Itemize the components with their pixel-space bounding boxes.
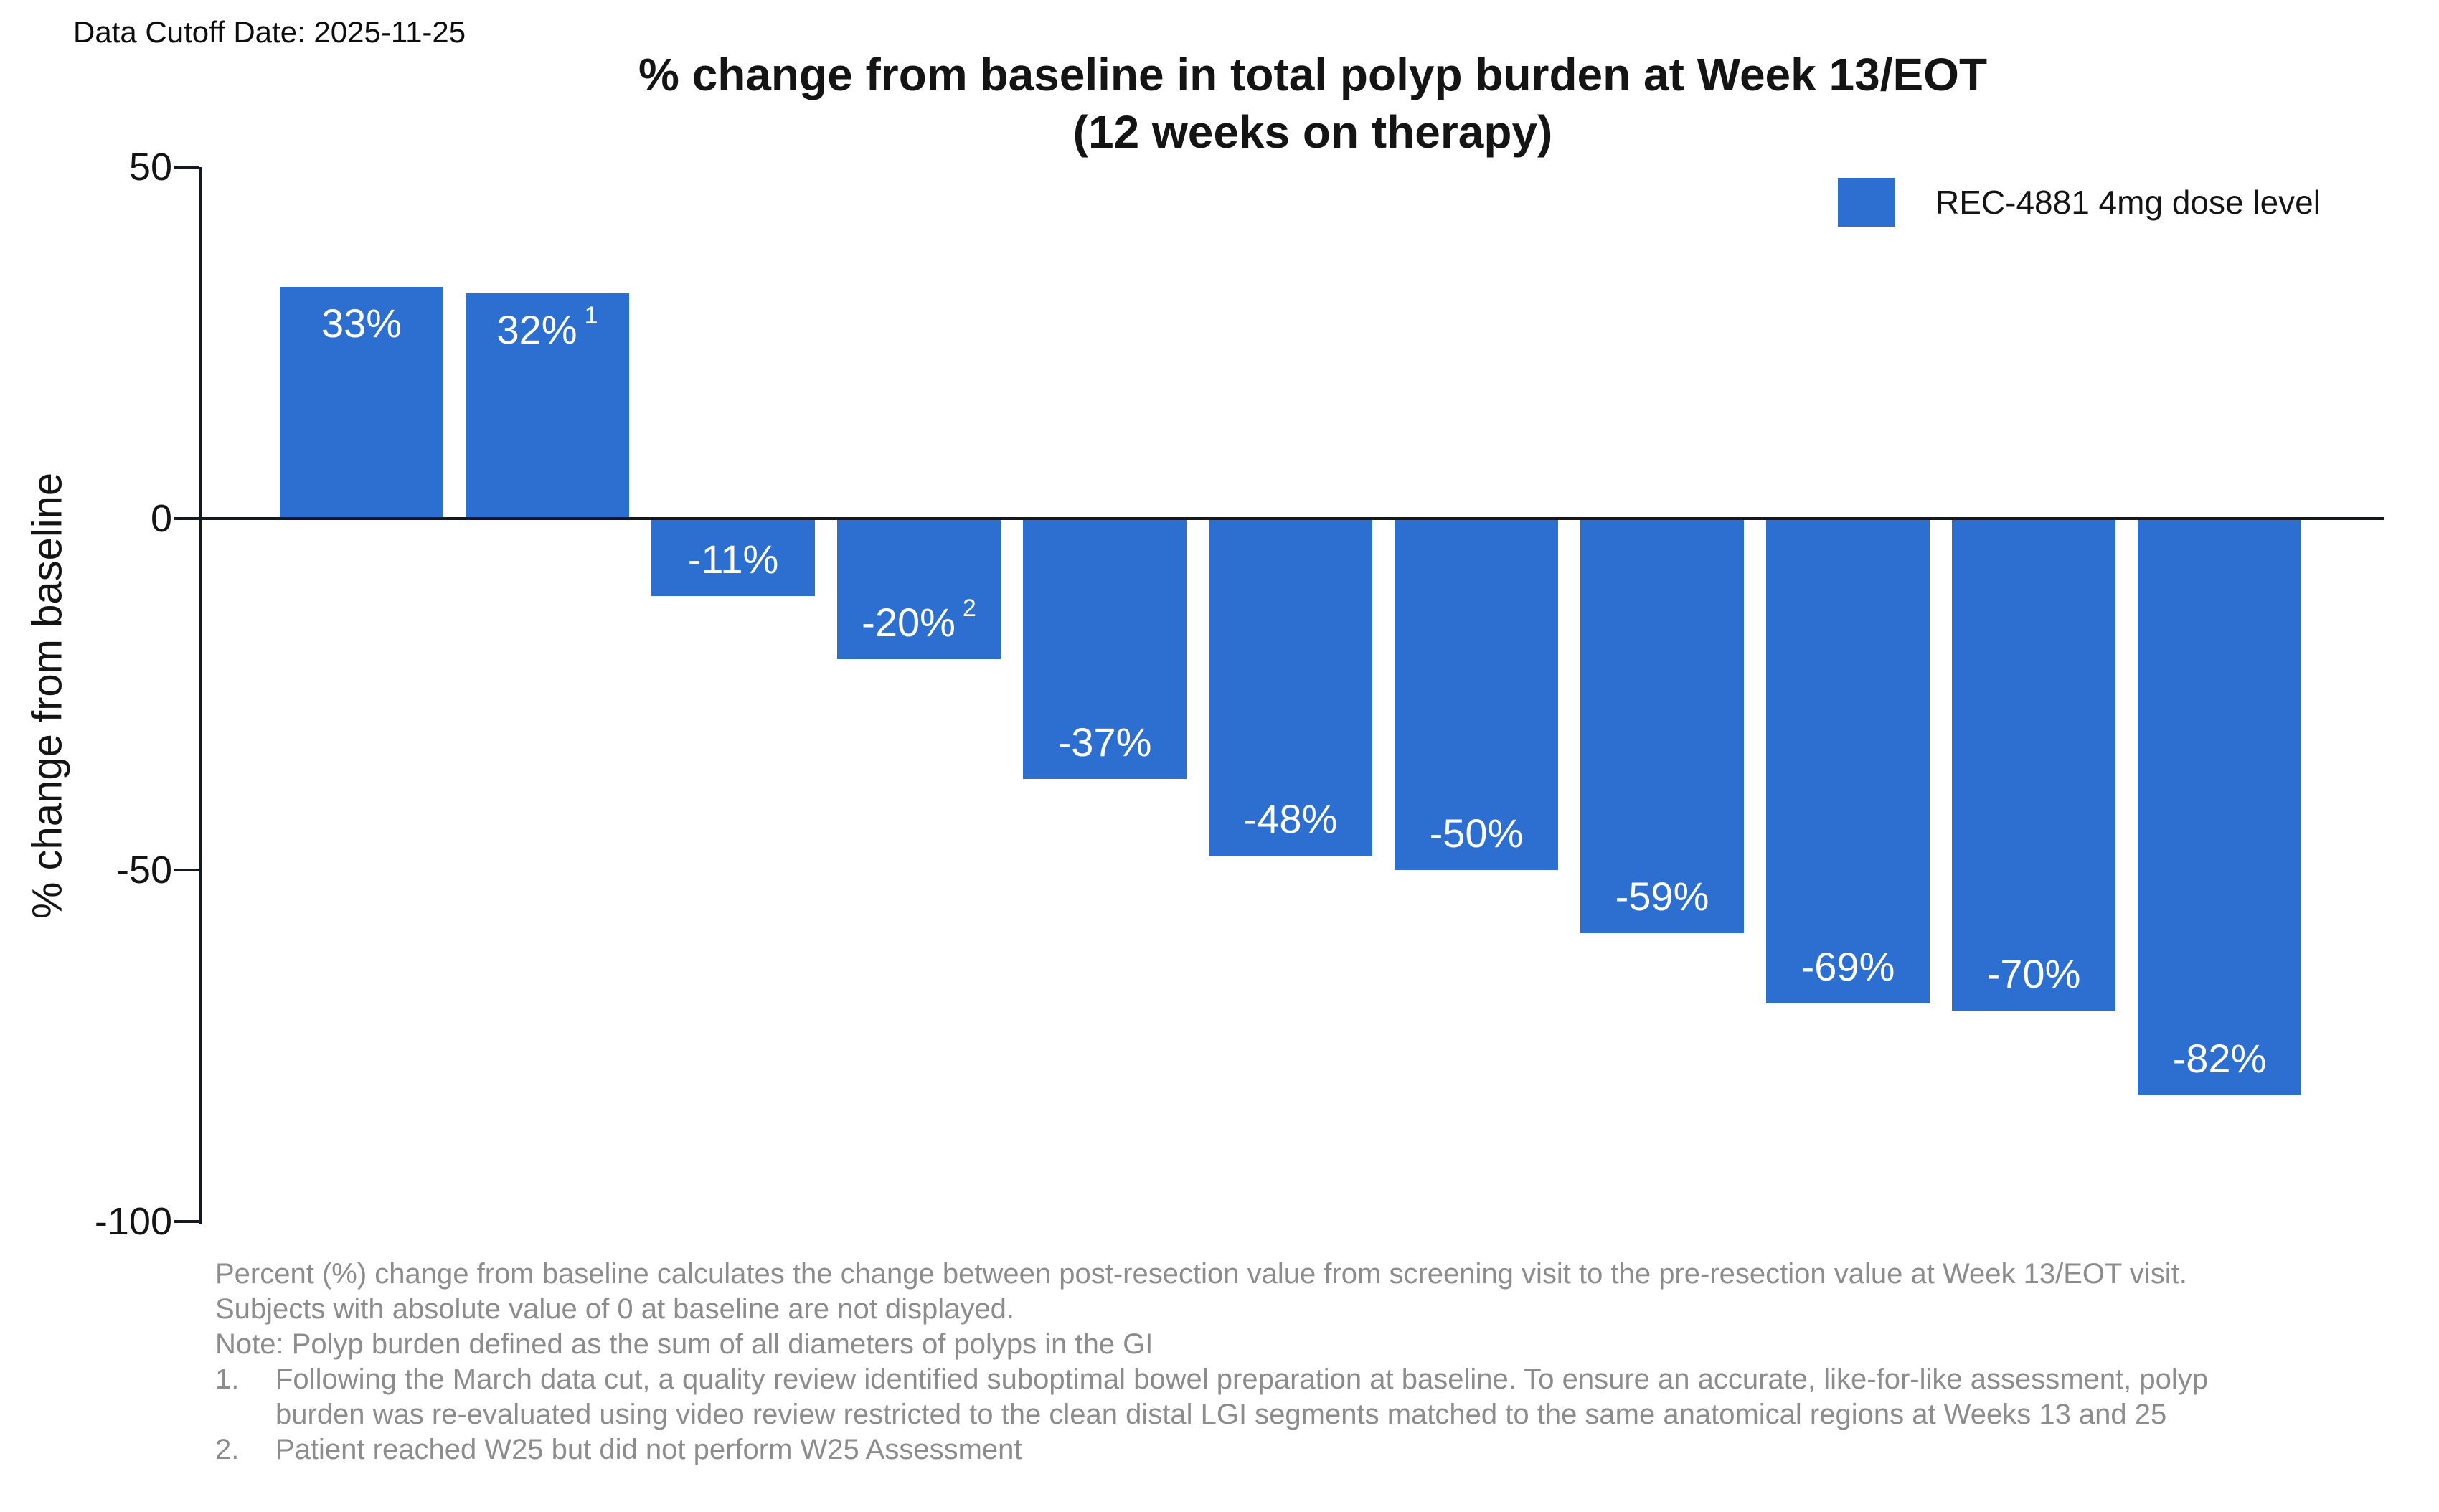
bar-value-label: 33% bbox=[271, 301, 452, 346]
footnotes: Percent (%) change from baseline calcula… bbox=[215, 1257, 2217, 1468]
bar-value-label: -59% bbox=[1572, 874, 1752, 919]
bar-4 bbox=[837, 519, 1001, 659]
footnote-item-2-number: 2. bbox=[215, 1434, 240, 1465]
bar-10 bbox=[1952, 519, 2115, 1011]
zero-baseline bbox=[199, 517, 2384, 520]
chart-subtitle: (12 weeks on therapy) bbox=[1072, 106, 1553, 158]
bar-value-label: -70% bbox=[1943, 952, 2124, 996]
bar-6 bbox=[1209, 519, 1372, 856]
legend-swatch bbox=[1838, 178, 1895, 227]
bar-3 bbox=[651, 519, 815, 596]
bar-value-text: 32% bbox=[496, 307, 577, 352]
bar-value-text: -11% bbox=[687, 537, 779, 582]
bar-11 bbox=[2138, 519, 2301, 1095]
chart-title-block: % change from baseline in total polyp bu… bbox=[215, 46, 2410, 161]
bar-value-text: -37% bbox=[1057, 719, 1152, 765]
y-axis-spine bbox=[199, 167, 202, 1224]
bar-9 bbox=[1766, 519, 1930, 1003]
y-tick-mark bbox=[174, 166, 199, 169]
y-tick-label: 0 bbox=[150, 497, 172, 540]
bar-value-text: -50% bbox=[1429, 811, 1524, 856]
bar-8 bbox=[1580, 519, 1744, 933]
y-tick-label: 50 bbox=[128, 146, 172, 189]
bar-1 bbox=[280, 287, 443, 519]
bar-value-label: -82% bbox=[2129, 1036, 2310, 1081]
y-tick-label: -50 bbox=[115, 849, 172, 892]
bar-value-text: -48% bbox=[1243, 796, 1338, 841]
bar-value-text: -70% bbox=[1986, 951, 2081, 996]
footnote-note: Note: Polyp burden defined as the sum of… bbox=[215, 1328, 1154, 1360]
bar-value-label: -37% bbox=[1014, 720, 1195, 765]
bar-value-text: 33% bbox=[321, 301, 402, 346]
legend: REC-4881 4mg dose level bbox=[1838, 178, 2321, 227]
footnote-item-1-text: Following the March data cut, a quality … bbox=[275, 1364, 2209, 1430]
bar-value-superscript: 1 bbox=[584, 302, 598, 329]
footnote-item-2-text: Patient reached W25 but did not perform … bbox=[275, 1434, 1022, 1465]
bar-value-label: -20% 2 bbox=[829, 595, 1009, 651]
footnote-item-2: 2. Patient reached W25 but did not perfo… bbox=[215, 1432, 2217, 1468]
chart-title: % change from baseline in total polyp bu… bbox=[638, 49, 1988, 100]
bar-value-text: -82% bbox=[2172, 1036, 2267, 1081]
bar-value-label: -48% bbox=[1200, 797, 1381, 841]
bar-value-text: -20% bbox=[862, 600, 956, 645]
bar-value-label: 32% 1 bbox=[457, 302, 638, 358]
legend-label: REC-4881 4mg dose level bbox=[1935, 184, 2321, 221]
y-tick-mark bbox=[174, 1220, 199, 1223]
data-cutoff-date: Data Cutoff Date: 2025-11-25 bbox=[73, 15, 466, 49]
bar-value-label: -50% bbox=[1386, 811, 1567, 856]
bar-7 bbox=[1395, 519, 1558, 870]
footnote-item-1-number: 1. bbox=[215, 1364, 240, 1395]
bar-2 bbox=[466, 293, 629, 519]
bar-value-label: -69% bbox=[1758, 945, 1938, 989]
bar-value-superscript: 2 bbox=[962, 595, 976, 622]
footnote-main: Percent (%) change from baseline calcula… bbox=[215, 1258, 2187, 1325]
y-tick-label: -100 bbox=[94, 1200, 172, 1243]
bar-value-label: -11% bbox=[643, 537, 824, 582]
footnote-item-1: 1. Following the March data cut, a quali… bbox=[215, 1362, 2217, 1432]
bar-5 bbox=[1023, 519, 1187, 779]
bar-value-text: -59% bbox=[1615, 874, 1709, 919]
y-tick-mark bbox=[174, 517, 199, 520]
bar-value-text: -69% bbox=[1801, 944, 1895, 989]
y-tick-mark bbox=[174, 869, 199, 871]
